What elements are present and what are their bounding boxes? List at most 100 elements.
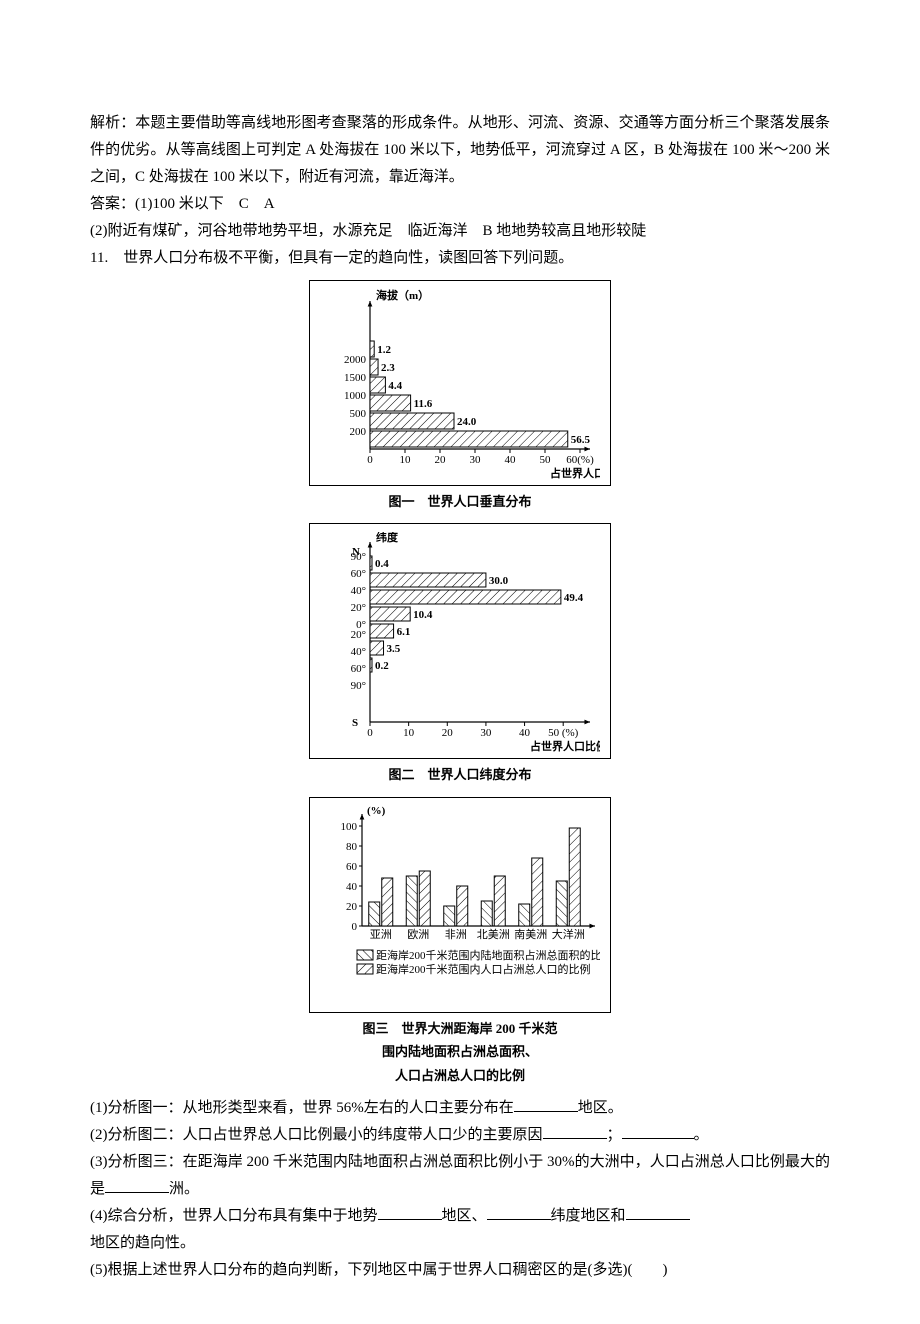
sub-question-1: (1)分析图一：从地形类型来看，世界 56%左右的人口主要分布在 地区。 xyxy=(90,1095,830,1122)
svg-text:亚洲: 亚洲 xyxy=(370,929,392,941)
chart-3-box: (%)020406080100亚洲欧洲非洲北美洲南美洲大洋洲距海岸200千米范围… xyxy=(309,797,611,1013)
svg-text:20: 20 xyxy=(435,454,447,466)
svg-text:40: 40 xyxy=(346,881,358,893)
svg-text:90°: 90° xyxy=(351,680,366,692)
q4-blank-2 xyxy=(487,1204,551,1220)
svg-text:60(%): 60(%) xyxy=(566,454,594,466)
q1-blank xyxy=(514,1096,578,1112)
svg-text:20°: 20° xyxy=(351,629,366,641)
svg-text:30: 30 xyxy=(480,727,492,739)
svg-text:90°: 90° xyxy=(351,551,366,563)
svg-text:1.2: 1.2 xyxy=(377,344,391,356)
svg-text:海拔（m）: 海拔（m） xyxy=(376,289,429,302)
svg-text:6.1: 6.1 xyxy=(397,626,411,638)
svg-text:40°: 40° xyxy=(351,646,366,658)
svg-text:距海岸200千米范围内陆地面积占洲总面积的比例: 距海岸200千米范围内陆地面积占洲总面积的比例 xyxy=(376,948,600,962)
chart-3-svg: (%)020406080100亚洲欧洲非洲北美洲南美洲大洋洲距海岸200千米范围… xyxy=(320,806,600,1006)
svg-text:1500: 1500 xyxy=(344,372,367,384)
svg-text:3.5: 3.5 xyxy=(387,643,401,655)
svg-text:100: 100 xyxy=(341,821,358,833)
svg-text:80: 80 xyxy=(346,841,358,853)
svg-text:0: 0 xyxy=(352,921,358,933)
sub-question-3: (3)分析图三：在距海岸 200 千米范围内陆地面积占洲总面积比例小于 30%的… xyxy=(90,1149,830,1203)
svg-text:4.4: 4.4 xyxy=(388,380,402,392)
svg-text:2000: 2000 xyxy=(344,354,367,366)
chart-1-caption: 图一 世界人口垂直分布 xyxy=(309,490,611,513)
svg-text:50 (%): 50 (%) xyxy=(548,727,579,739)
svg-text:10: 10 xyxy=(400,454,412,466)
charts-container: 海拔（m）56.524.011.64.42.31.220050010001500… xyxy=(90,280,830,1087)
sub-question-2: (2)分析图二：人口占世界总人口比例最小的纬度带人口少的主要原因 ； 。 xyxy=(90,1122,830,1149)
svg-text:200: 200 xyxy=(350,426,367,438)
svg-text:60°: 60° xyxy=(351,663,366,675)
svg-text:1000: 1000 xyxy=(344,390,367,402)
sub-question-4: (4)综合分析，世界人口分布具有集中于地势地区、纬度地区和地区的趋向性。 xyxy=(90,1203,830,1257)
q1-text: (1)分析图一：从地形类型来看，世界 56%左右的人口主要分布在 xyxy=(90,1100,514,1116)
svg-text:欧洲: 欧洲 xyxy=(407,928,429,941)
question-11: 11. 世界人口分布极不平衡，但具有一定的趋向性，读图回答下列问题。 xyxy=(90,245,830,272)
svg-text:40: 40 xyxy=(519,727,531,739)
svg-text:500: 500 xyxy=(350,408,367,420)
chart-3-caption-l1: 图三 世界大洲距海岸 200 千米范 xyxy=(362,1021,557,1036)
chart-2-svg: 纬度NS0.430.049.410.490°60°40°20°0°6.13.50… xyxy=(320,532,600,752)
svg-text:30: 30 xyxy=(470,454,482,466)
svg-text:纬度: 纬度 xyxy=(376,532,399,544)
svg-text:11.6: 11.6 xyxy=(414,398,433,410)
svg-text:0.2: 0.2 xyxy=(375,660,389,672)
analysis-paragraph: 解析：本题主要借助等高线地形图考查聚落的形成条件。从地形、河流、资源、交通等方面… xyxy=(90,110,830,191)
svg-text:2.3: 2.3 xyxy=(381,362,395,374)
q3-tail: 洲。 xyxy=(169,1181,199,1197)
chart-3-caption-l2: 围内陆地面积占洲总面积、 xyxy=(382,1044,538,1059)
svg-text:非洲: 非洲 xyxy=(445,928,467,941)
q2-end: 。 xyxy=(694,1127,709,1143)
q2-sep: ； xyxy=(607,1127,622,1143)
q1-tail: 地区。 xyxy=(578,1100,623,1116)
svg-text:北美洲: 北美洲 xyxy=(477,928,510,941)
chart-1-svg: 海拔（m）56.524.011.64.42.31.220050010001500… xyxy=(320,289,600,479)
svg-text:0: 0 xyxy=(367,454,373,466)
svg-text:南美洲: 南美洲 xyxy=(514,928,547,941)
svg-text:56.5: 56.5 xyxy=(571,434,591,446)
svg-text:49.4: 49.4 xyxy=(564,592,584,604)
answer-line-2: (2)附近有煤矿，河谷地带地势平坦，水源充足 临近海洋 B 地地势较高且地形较陡 xyxy=(90,218,830,245)
q4-text-d: 地区的趋向性。 xyxy=(90,1235,195,1251)
svg-text:10.4: 10.4 xyxy=(413,609,433,621)
svg-text:60°: 60° xyxy=(351,568,366,580)
q3-text-a: (3)分析图三：在距海岸 200 千米范围内陆地面积占洲总面积比例小于 30%的… xyxy=(90,1154,830,1197)
q4-blank-1 xyxy=(378,1204,442,1220)
svg-text:20: 20 xyxy=(346,901,358,913)
svg-text:距海岸200千米范围内人口占洲总人口的比例: 距海岸200千米范围内人口占洲总人口的比例 xyxy=(376,962,591,976)
svg-text:0.4: 0.4 xyxy=(375,558,389,570)
chart-3-caption-l3: 人口占洲总人口的比例 xyxy=(395,1068,525,1083)
q2-blank-2 xyxy=(622,1123,694,1139)
svg-text:0: 0 xyxy=(367,727,373,739)
sub-question-5: (5)根据上述世界人口分布的趋向判断，下列地区中属于世界人口稠密区的是(多选)(… xyxy=(90,1257,830,1284)
chart-2-box: 纬度NS0.430.049.410.490°60°40°20°0°6.13.50… xyxy=(309,523,611,759)
q2-text-a: (2)分析图二：人口占世界总人口比例最小的纬度带人口少的主要原因 xyxy=(90,1127,543,1143)
q4-text-c: 纬度地区和 xyxy=(551,1208,626,1224)
chart-3-caption: 图三 世界大洲距海岸 200 千米范 围内陆地面积占洲总面积、 人口占洲总人口的… xyxy=(309,1017,611,1087)
svg-text:S: S xyxy=(352,717,358,729)
chart-2-caption: 图二 世界人口纬度分布 xyxy=(309,763,611,786)
chart-2-wrapper: 纬度NS0.430.049.410.490°60°40°20°0°6.13.50… xyxy=(309,523,611,786)
svg-text:40°: 40° xyxy=(351,585,366,597)
chart-1-wrapper: 海拔（m）56.524.011.64.42.31.220050010001500… xyxy=(309,280,611,513)
q2-blank-1 xyxy=(543,1123,607,1139)
q4-blank-3 xyxy=(626,1204,690,1220)
chart-1-box: 海拔（m）56.524.011.64.42.31.220050010001500… xyxy=(309,280,611,486)
svg-text:60: 60 xyxy=(346,861,358,873)
q3-blank xyxy=(105,1177,169,1193)
q4-text-a: (4)综合分析，世界人口分布具有集中于地势 xyxy=(90,1208,378,1224)
svg-text:30.0: 30.0 xyxy=(489,575,509,587)
svg-text:占世界人口比例: 占世界人口比例 xyxy=(530,739,600,752)
svg-text:40: 40 xyxy=(505,454,517,466)
svg-text:20: 20 xyxy=(442,727,454,739)
svg-text:(%): (%) xyxy=(367,806,386,817)
svg-text:占世界人口比例: 占世界人口比例 xyxy=(550,466,600,479)
chart-3-wrapper: (%)020406080100亚洲欧洲非洲北美洲南美洲大洋洲距海岸200千米范围… xyxy=(309,797,611,1087)
answer-line-1: 答案：(1)100 米以下 C A xyxy=(90,191,830,218)
svg-text:50: 50 xyxy=(540,454,552,466)
svg-text:24.0: 24.0 xyxy=(457,416,477,428)
svg-text:20°: 20° xyxy=(351,602,366,614)
svg-text:10: 10 xyxy=(403,727,415,739)
